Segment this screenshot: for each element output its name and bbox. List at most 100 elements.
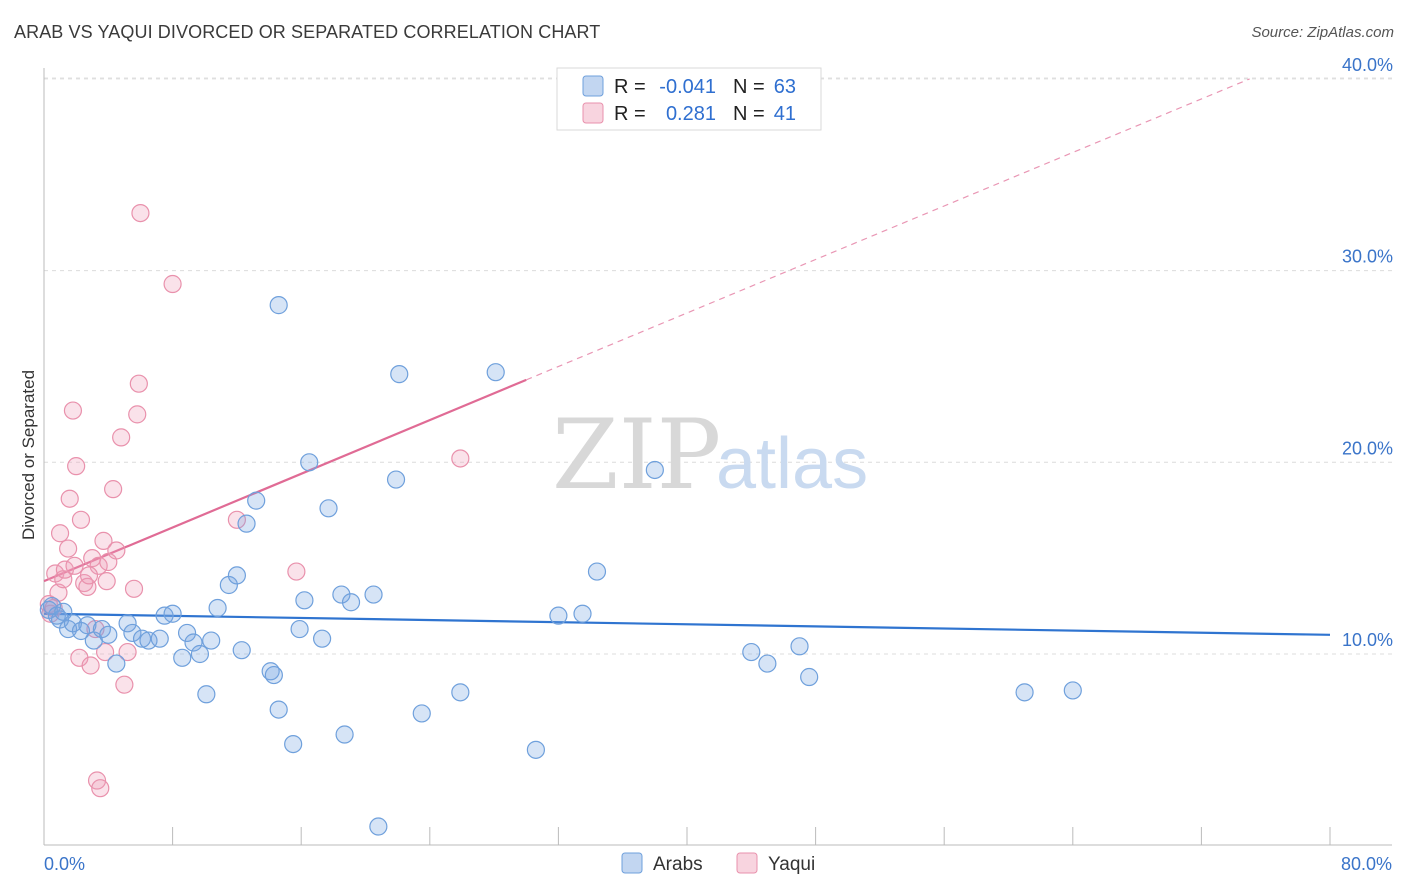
- arabs-point: [173, 648, 192, 667]
- arabs-point: [300, 453, 319, 472]
- yaqui-point: [78, 577, 97, 597]
- arabs-point: [364, 585, 383, 604]
- arabs-point: [335, 725, 354, 744]
- arabs-point: [312, 629, 332, 648]
- arabs-point: [78, 616, 97, 635]
- yaqui-point: [95, 642, 115, 662]
- chart-source: Source: ZipAtlas.com: [1251, 24, 1394, 41]
- arabs-point: [486, 363, 505, 382]
- yaqui-point: [129, 374, 148, 393]
- arabs-point: [190, 644, 210, 664]
- arabs-point: [341, 593, 361, 612]
- data-points: [39, 203, 1082, 836]
- arabs-point: [800, 667, 819, 687]
- yaqui-point: [67, 457, 86, 476]
- stats-legend-box: [556, 67, 822, 131]
- yaqui-point: [81, 656, 100, 675]
- arabs-legend-swatch: [582, 75, 604, 97]
- yaqui-point: [118, 642, 137, 662]
- arabs-point: [177, 623, 197, 643]
- yaqui-point: [65, 556, 84, 575]
- arabs-point: [284, 734, 303, 754]
- arabs-point: [290, 619, 309, 639]
- yaqui-legend-swatch: [582, 102, 604, 124]
- arabs-point: [790, 637, 809, 656]
- arabs-point: [118, 614, 137, 633]
- arabs-point: [549, 606, 568, 625]
- yaqui-point: [451, 449, 470, 468]
- arabs-point: [319, 499, 338, 518]
- y-tick-label: 40.0%: [1342, 55, 1393, 75]
- yaqui-point: [50, 524, 70, 543]
- arabs-r-label: R =: [614, 76, 646, 98]
- yaqui-point: [104, 480, 123, 499]
- yaqui-point: [128, 405, 147, 424]
- yaqui-r-label: R =: [614, 103, 646, 125]
- arabs-point: [451, 683, 470, 702]
- arabs-point: [412, 704, 431, 723]
- arabs-point: [742, 642, 761, 662]
- yaqui-point: [79, 566, 99, 585]
- arabs-point: [99, 625, 118, 644]
- arabs-point: [332, 585, 351, 604]
- arabs-trend-line: [43, 612, 1331, 636]
- arabs-point: [369, 817, 388, 836]
- x-tick-label-max: 80.0%: [1341, 854, 1392, 874]
- arabs-point: [645, 460, 664, 480]
- x-tick-label-min: 0.0%: [44, 854, 85, 874]
- arabs-n-value: 63: [774, 76, 796, 98]
- arabs-point: [197, 685, 216, 704]
- arabs-point: [526, 740, 545, 759]
- arabs-r-value: -0.041: [659, 76, 716, 98]
- arabs-point: [587, 562, 607, 581]
- arabs-point: [208, 598, 227, 618]
- yaqui-point: [124, 579, 144, 598]
- grid-lines: [44, 77, 1392, 655]
- arabs-point: [107, 654, 126, 673]
- y-tick-label: 10.0%: [1342, 630, 1393, 650]
- arabs-point: [184, 633, 203, 652]
- watermark: ZIP atlas: [552, 399, 868, 511]
- watermark-atlas: atlas: [716, 424, 868, 504]
- yaqui-point: [107, 541, 126, 560]
- arabs-n-label: N =: [733, 76, 765, 98]
- trend-lines: [43, 78, 1331, 636]
- yaqui-point: [131, 203, 150, 223]
- arabs-point: [227, 566, 246, 585]
- yaqui-point: [287, 562, 306, 581]
- arabs-point: [132, 629, 152, 648]
- arabs-point: [269, 296, 288, 315]
- arabs-point: [1063, 681, 1082, 700]
- arabs-point: [758, 654, 777, 673]
- y-axis-label: Divorced or Separated: [19, 370, 38, 540]
- arabs-point: [163, 604, 182, 623]
- yaqui-bottom-swatch: [736, 852, 758, 874]
- arabs-point: [42, 596, 62, 616]
- axes: [43, 68, 1392, 846]
- y-tick-label: 30.0%: [1342, 247, 1393, 267]
- yaqui-legend-label: Yaqui: [768, 854, 815, 875]
- y-tick-label: 20.0%: [1342, 438, 1393, 458]
- chart-title: ARAB VS YAQUI DIVORCED OR SEPARATED CORR…: [14, 22, 601, 42]
- arabs-point: [150, 629, 169, 648]
- yaqui-point: [91, 779, 110, 798]
- yaqui-point: [55, 560, 74, 579]
- arabs-legend-label: Arabs: [653, 854, 703, 875]
- stats-legend: R = -0.041 N = 63 R = 0.281 N = 41: [556, 67, 822, 131]
- yaqui-point: [227, 510, 246, 529]
- arabs-point: [390, 365, 409, 384]
- arabs-point: [573, 604, 592, 623]
- yaqui-point: [115, 675, 134, 694]
- arabs-point: [269, 700, 288, 719]
- yaqui-r-value: 0.281: [666, 103, 716, 125]
- yaqui-trend-extension: [526, 78, 1250, 381]
- arabs-point: [139, 631, 158, 650]
- yaqui-n-value: 41: [774, 103, 796, 125]
- arabs-point: [247, 491, 266, 510]
- yaqui-point: [71, 510, 91, 529]
- arabs-point: [386, 470, 406, 489]
- yaqui-point: [89, 556, 108, 575]
- yaqui-point: [63, 401, 83, 420]
